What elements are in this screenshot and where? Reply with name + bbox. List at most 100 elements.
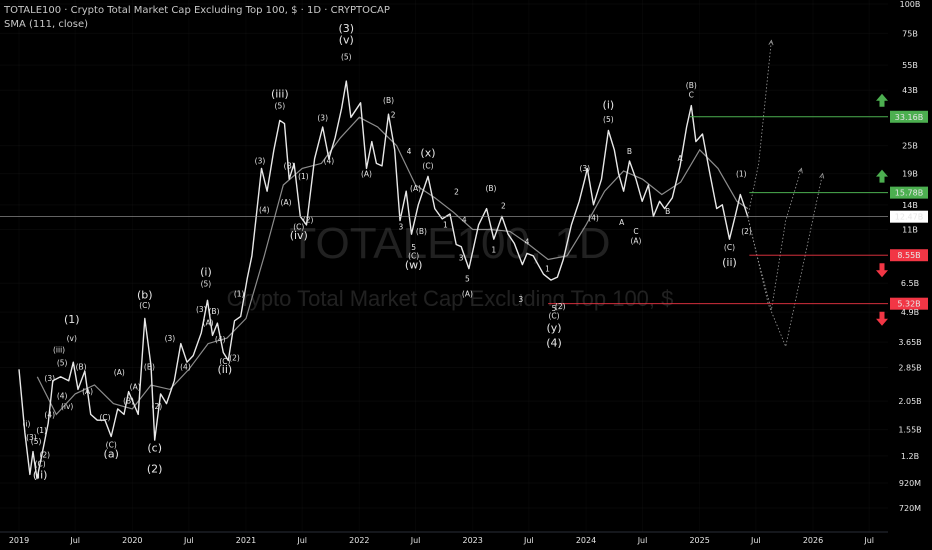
x-tick-label: Jul [183, 536, 194, 545]
wave-label: 4 [525, 237, 530, 246]
wave-label: (v) [67, 334, 77, 343]
wave-label: (ii) [722, 256, 737, 269]
wave-label: (1) [234, 290, 245, 299]
wave-label: A [678, 154, 684, 163]
wave-label: (2) [147, 462, 163, 475]
wave-label: (5) [31, 437, 42, 446]
watermark-symbol: TOTALE100, 1D [289, 219, 610, 268]
wave-label: A [619, 218, 625, 227]
wave-label: C [633, 227, 638, 236]
wave-label: (4) [324, 156, 335, 165]
wave-label: (C) [99, 413, 110, 422]
wave-label: (b) [137, 288, 153, 301]
y-tick-label: 3.65B [898, 338, 921, 347]
projection-arrowhead [819, 172, 825, 179]
level-price-tag [890, 186, 928, 199]
y-axis[interactable]: 100B 75B 55B 43B 25B 19B 14B 11B 6.5B 4.9B 3.65B 2.… [898, 0, 921, 513]
wave-label: (1) [736, 169, 747, 178]
indicator-legend[interactable]: SMA (111, close) [4, 19, 88, 30]
wave-label: 5 [465, 275, 470, 284]
wave-label: (C) [724, 243, 735, 252]
wave-label: (A) [462, 290, 473, 299]
projection-arrowhead [768, 39, 774, 46]
wave-label: (3) [317, 113, 328, 122]
wave-labels: (1)(v)(iii)(5)(3)(B)(4)(iv)(4)(i)(1)(3)(… [22, 22, 751, 482]
wave-label: 3 [518, 295, 523, 304]
wave-label: (4) [215, 335, 226, 344]
wave-label: (B) [383, 96, 394, 105]
sma-series [36, 116, 749, 416]
wave-label: (B) [686, 81, 697, 90]
wave-label: (B) [144, 362, 155, 371]
level-price-label: 15.78B [895, 189, 923, 198]
wave-label: (2) [39, 451, 50, 460]
wave-label: (iii) [53, 345, 65, 354]
projection-paths [747, 39, 825, 348]
wave-label: (5) [275, 101, 286, 110]
wave-label: 5 [411, 243, 416, 252]
wave-label: (B) [123, 397, 134, 406]
wave-label: (B) [416, 227, 427, 236]
wave-label: 3 [459, 254, 464, 263]
x-tick-label: 2020 [122, 536, 142, 545]
y-tick-label: 4.9B [901, 308, 919, 317]
y-tick-label: 14B [902, 201, 918, 210]
price-levels: 33.16B 15.78B 8.55B 5.32B 12.47B [0, 93, 928, 326]
watermark-name: Crypto Total Market Cap Excluding Top 10… [227, 286, 674, 311]
wave-label: (2) [555, 302, 566, 311]
wave-label: (w) [405, 259, 423, 272]
wave-label: (A) [361, 169, 372, 178]
wave-label: (1) [36, 426, 47, 435]
wave-label: (B) [284, 161, 295, 170]
level-price-tag [890, 110, 928, 123]
wave-label: (1) [64, 313, 80, 326]
wave-label: (5) [341, 53, 352, 62]
y-tick-label: 920M [899, 479, 921, 488]
wave-label: (5) [201, 279, 212, 288]
wave-label: (C) [106, 441, 117, 450]
y-tick-label: 19B [902, 170, 918, 179]
wave-label: (5) [603, 115, 614, 124]
level-price-tag [890, 297, 928, 310]
wave-label: (c) [147, 442, 162, 455]
wave-label: C [689, 91, 694, 100]
wave-label: (i) [603, 98, 615, 111]
x-axis[interactable]: 2019 Jul 2020 Jul 2021 Jul 2022 Jul 2023 Jul 2024 J… [0, 531, 888, 545]
wave-label: (C) [219, 357, 230, 366]
wave-label: (iii) [271, 88, 289, 101]
wave-label: (B) [209, 307, 220, 316]
wave-label: (iv) [61, 402, 73, 411]
wave-label: 4 [462, 215, 467, 224]
y-tick-label: 75B [902, 29, 918, 38]
level-price-label: 33.16B [895, 113, 923, 122]
wave-label: (3) [255, 156, 266, 165]
price-line [18, 80, 749, 480]
wave-label: (3) [26, 433, 37, 442]
wave-label: (A) [410, 184, 421, 193]
level-price-label: 8.55B [897, 251, 920, 260]
y-tick-label: 2.85B [898, 363, 921, 372]
wave-label: (A) [631, 236, 642, 245]
wave-label: 2 [454, 187, 459, 196]
wave-label: 2 [391, 110, 396, 119]
wave-label: (4) [44, 410, 55, 419]
y-tick-label: 100B [900, 0, 921, 9]
wave-label: 1 [491, 245, 496, 254]
wave-label: (3) [165, 334, 176, 343]
price-series [18, 80, 749, 480]
level-price-label: 5.32B [897, 300, 920, 309]
wave-label: B [627, 147, 632, 156]
wave-label: (A) [82, 387, 93, 396]
wave-label: (B) [485, 184, 496, 193]
wave-label: (A) [281, 198, 292, 207]
y-tick-label: 720M [899, 504, 921, 513]
wave-label: 1 [545, 264, 550, 273]
wave-label: (4) [259, 205, 270, 214]
chart-title: TOTALE100 · Crypto Total Market Cap Excl… [4, 5, 390, 16]
wave-label: (y) [546, 322, 561, 335]
y-tick-label: 1.2B [901, 452, 919, 461]
y-tick-label: 11B [902, 225, 918, 234]
wave-label: (C) [35, 460, 46, 469]
wave-label: (C) [139, 301, 150, 310]
